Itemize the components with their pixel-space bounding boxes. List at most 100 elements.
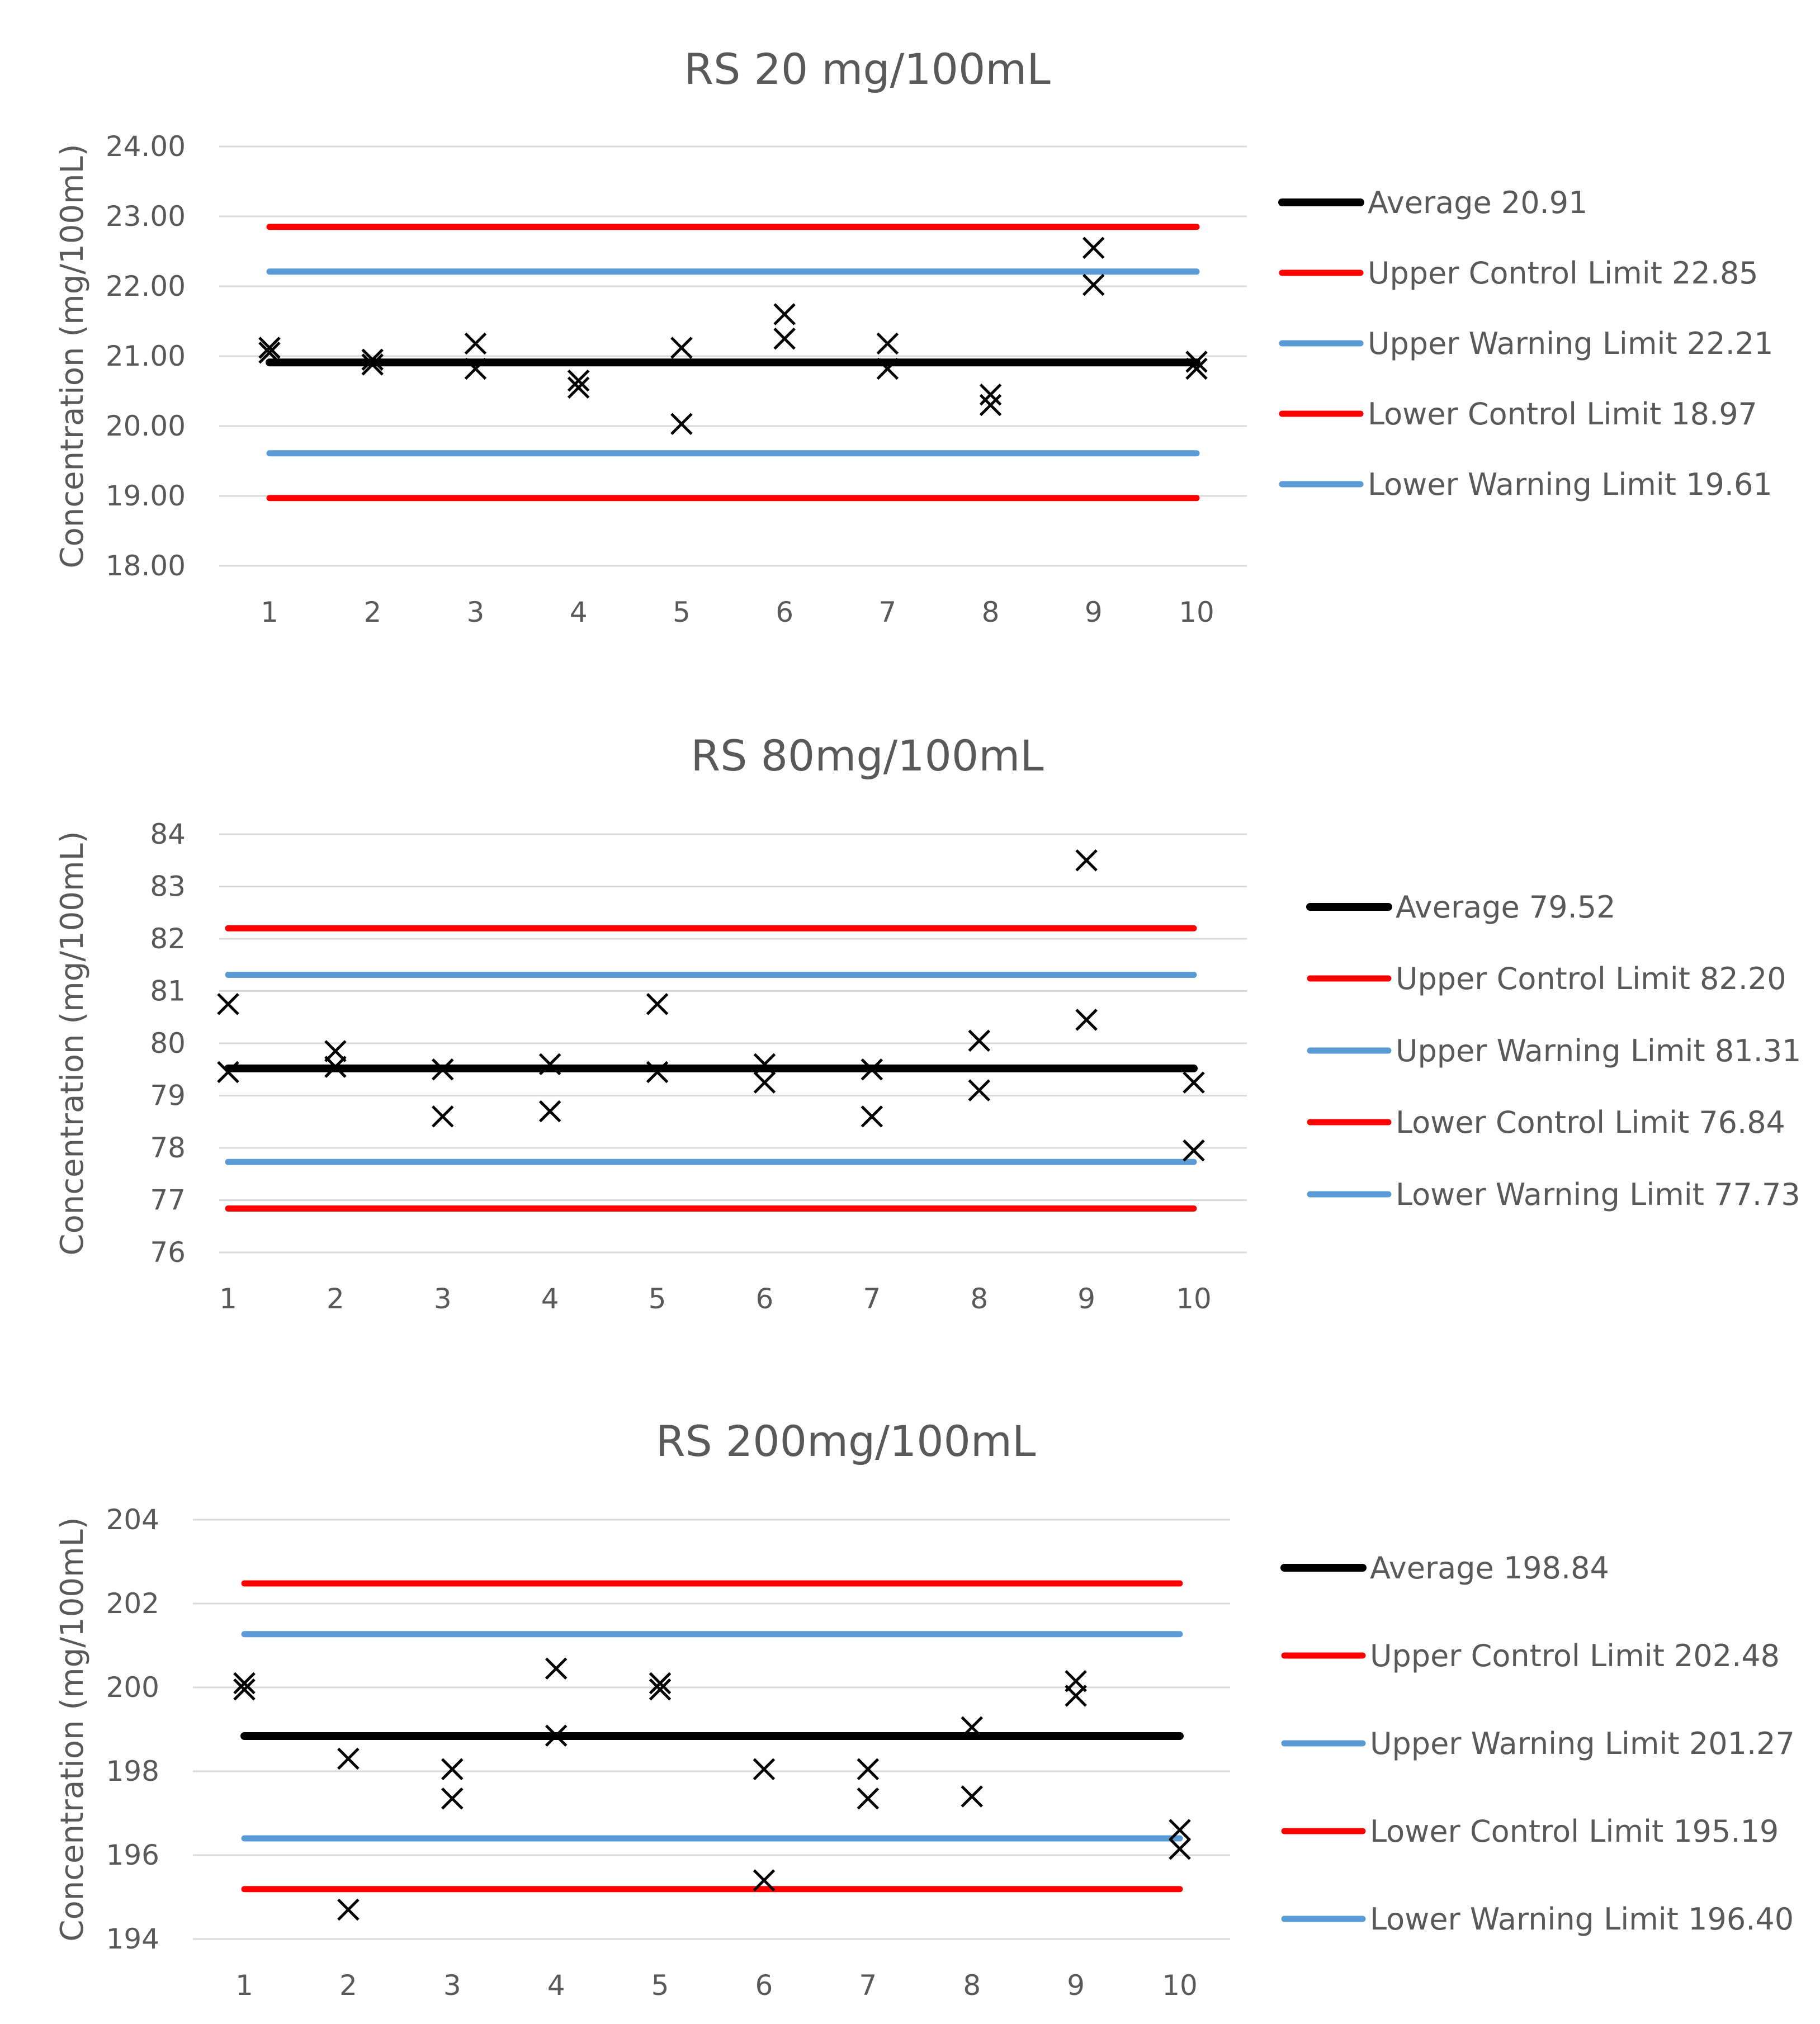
data-point xyxy=(649,1678,672,1701)
chart-title: RS 200mg/100mL xyxy=(656,1416,1036,1466)
y-tick-label: 198 xyxy=(106,1755,159,1787)
y-tick-label: 204 xyxy=(106,1503,159,1536)
data-point xyxy=(1185,351,1208,373)
data-point xyxy=(1075,849,1098,872)
x-tick-label: 7 xyxy=(863,1283,881,1315)
legend-label: Upper Control Limit 22.85 xyxy=(1368,256,1758,291)
y-tick-label: 83 xyxy=(150,871,186,903)
legend-label: Upper Warning Limit 22.21 xyxy=(1368,326,1773,361)
data-point xyxy=(545,1724,568,1747)
legend-label: Upper Warning Limit 81.31 xyxy=(1396,1033,1801,1068)
data-point xyxy=(670,337,693,359)
x-tick-label: 9 xyxy=(1077,1283,1095,1315)
y-tick-label: 80 xyxy=(150,1027,186,1060)
data-point xyxy=(876,357,899,380)
legend-entry: Lower Warning Limit 196.40 xyxy=(1281,1902,1794,1937)
x-tick-label: 5 xyxy=(651,1969,669,2002)
data-point xyxy=(432,1105,454,1128)
x-tick-label: 10 xyxy=(1162,1969,1198,2002)
x-tick-label: 9 xyxy=(1067,1969,1085,2002)
data-point xyxy=(961,1785,983,1808)
y-tick-label: 18.00 xyxy=(106,550,186,582)
data-point xyxy=(567,376,590,399)
y-tick-label: 79 xyxy=(150,1080,186,1112)
data-point xyxy=(861,1058,883,1081)
data-point xyxy=(441,1787,464,1810)
data-point xyxy=(979,383,1002,406)
x-tick-label: 6 xyxy=(755,1969,773,2002)
data-point xyxy=(233,1672,256,1695)
x-tick-label: 1 xyxy=(219,1283,237,1315)
data-point xyxy=(968,1079,990,1101)
data-point xyxy=(538,1053,561,1076)
data-point xyxy=(1185,357,1208,380)
data-point xyxy=(1065,1685,1087,1707)
legend-label: Upper Warning Limit 201.27 xyxy=(1370,1726,1795,1761)
data-point xyxy=(1169,1837,1191,1860)
legend-entry: Upper Warning Limit 81.31 xyxy=(1307,1033,1801,1068)
data-point xyxy=(545,1657,568,1680)
data-point xyxy=(1075,1009,1098,1031)
legend-entry: Lower Control Limit 18.97 xyxy=(1279,396,1757,432)
data-point xyxy=(464,357,487,380)
data-point xyxy=(773,327,796,350)
y-axis-label: Concentration (mg/100mL) xyxy=(54,144,91,568)
data-point xyxy=(646,993,669,1015)
y-tick-label: 196 xyxy=(106,1839,159,1871)
data-point xyxy=(217,1061,239,1084)
y-axis-label: Concentration (mg/100mL) xyxy=(54,831,91,1255)
data-point xyxy=(337,1898,360,1921)
x-tick-label: 5 xyxy=(673,596,691,628)
y-axis-label: Concentration (mg/100mL) xyxy=(54,1517,91,1941)
y-tick-label: 194 xyxy=(106,1923,159,1955)
x-tick-label: 3 xyxy=(467,596,485,628)
legend-label: Average 79.52 xyxy=(1396,890,1616,925)
legend-entry: Lower Control Limit 195.19 xyxy=(1281,1814,1779,1849)
chart-1: RS 20 mg/100mL 18.00 19.00 20.00 21.00 22.00 2… xyxy=(54,44,1773,628)
data-point xyxy=(646,1061,669,1084)
data-point xyxy=(432,1058,454,1081)
x-tick-label: 10 xyxy=(1179,596,1214,628)
x-tick-label: 1 xyxy=(235,1969,253,2002)
x-tick-label: 1 xyxy=(261,596,278,628)
legend-label: Average 198.84 xyxy=(1370,1550,1609,1586)
data-point xyxy=(1183,1071,1205,1094)
data-point xyxy=(233,1678,256,1701)
data-point xyxy=(1082,273,1105,296)
data-point xyxy=(538,1100,561,1123)
x-tick-label: 8 xyxy=(970,1283,988,1315)
chart-title: RS 20 mg/100mL xyxy=(684,44,1050,94)
y-tick-label: 19.00 xyxy=(106,480,186,512)
x-tick-label: 6 xyxy=(776,596,793,628)
y-tick-label: 78 xyxy=(150,1132,186,1164)
data-point xyxy=(1082,237,1105,259)
x-tick-label: 4 xyxy=(547,1969,565,2002)
x-tick-label: 8 xyxy=(982,596,1000,628)
y-tick-label: 200 xyxy=(106,1671,159,1704)
y-tick-label: 76 xyxy=(150,1236,186,1269)
legend-entry: Upper Warning Limit 22.21 xyxy=(1279,326,1773,361)
legend-label: Upper Control Limit 82.20 xyxy=(1396,961,1786,996)
data-point xyxy=(441,1758,464,1781)
x-tick-label: 2 xyxy=(339,1969,357,2002)
data-point xyxy=(258,341,281,364)
x-tick-label: 3 xyxy=(443,1969,461,2002)
data-point xyxy=(857,1758,880,1781)
legend-entry: Average 20.91 xyxy=(1278,185,1588,220)
chart-title: RS 80mg/100mL xyxy=(691,731,1043,781)
legend-label: Lower Warning Limit 196.40 xyxy=(1370,1902,1794,1937)
data-point xyxy=(649,1672,672,1695)
y-tick-label: 84 xyxy=(150,818,186,850)
data-point xyxy=(464,332,487,355)
legend-entry: Lower Warning Limit 77.73 xyxy=(1307,1177,1800,1212)
x-tick-label: 3 xyxy=(434,1283,452,1315)
data-point xyxy=(1183,1139,1205,1162)
data-point xyxy=(567,369,590,392)
y-tick-label: 202 xyxy=(106,1587,159,1620)
x-tick-label: 4 xyxy=(541,1283,559,1315)
legend-entry: Upper Control Limit 22.85 xyxy=(1279,256,1758,291)
legend-entry: Lower Control Limit 76.84 xyxy=(1307,1105,1785,1140)
data-point xyxy=(324,1056,347,1078)
data-point xyxy=(258,337,281,359)
data-point xyxy=(979,394,1002,417)
